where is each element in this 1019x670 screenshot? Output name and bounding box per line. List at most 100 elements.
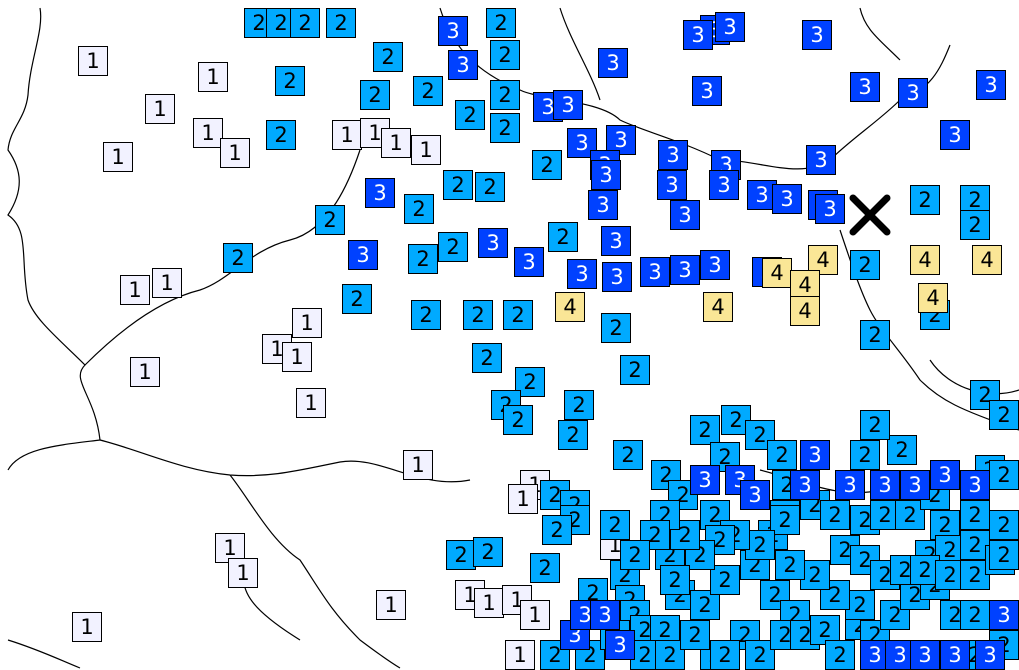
station-marker-intensity-2[interactable]: 2 bbox=[408, 244, 438, 274]
station-marker-intensity-2[interactable]: 2 bbox=[564, 390, 594, 420]
station-marker-intensity-1[interactable]: 1 bbox=[193, 118, 223, 148]
station-marker-intensity-4[interactable]: 4 bbox=[555, 292, 585, 322]
station-marker-intensity-3[interactable]: 3 bbox=[870, 470, 900, 500]
station-marker-intensity-2[interactable]: 2 bbox=[680, 620, 710, 650]
station-marker-intensity-3[interactable]: 3 bbox=[802, 20, 832, 50]
station-marker-intensity-3[interactable]: 3 bbox=[601, 226, 631, 256]
station-marker-intensity-2[interactable]: 2 bbox=[860, 320, 890, 350]
station-marker-intensity-2[interactable]: 2 bbox=[490, 80, 520, 110]
station-marker-intensity-4[interactable]: 4 bbox=[918, 283, 948, 313]
station-marker-intensity-4[interactable]: 4 bbox=[972, 245, 1002, 275]
station-marker-intensity-2[interactable]: 2 bbox=[690, 590, 720, 620]
station-marker-intensity-2[interactable]: 2 bbox=[790, 620, 820, 650]
station-marker-intensity-2[interactable]: 2 bbox=[275, 66, 305, 96]
station-marker-intensity-1[interactable]: 1 bbox=[145, 94, 175, 124]
station-marker-intensity-1[interactable]: 1 bbox=[505, 640, 535, 670]
station-marker-intensity-2[interactable]: 2 bbox=[542, 515, 572, 545]
station-marker-intensity-4[interactable]: 4 bbox=[790, 296, 820, 326]
station-marker-intensity-3[interactable]: 3 bbox=[700, 250, 730, 280]
station-marker-intensity-1[interactable]: 1 bbox=[220, 138, 250, 168]
station-marker-intensity-1[interactable]: 1 bbox=[332, 120, 362, 150]
station-marker-intensity-2[interactable]: 2 bbox=[660, 565, 690, 595]
station-marker-intensity-2[interactable]: 2 bbox=[315, 205, 345, 235]
station-marker-intensity-3[interactable]: 3 bbox=[772, 184, 802, 214]
station-marker-intensity-4[interactable]: 4 bbox=[762, 258, 792, 288]
station-marker-intensity-2[interactable]: 2 bbox=[290, 8, 320, 38]
station-marker-intensity-2[interactable]: 2 bbox=[373, 42, 403, 72]
station-marker-intensity-3[interactable]: 3 bbox=[900, 470, 930, 500]
station-marker-intensity-2[interactable]: 2 bbox=[820, 580, 850, 610]
station-marker-intensity-3[interactable]: 3 bbox=[898, 78, 928, 108]
station-marker-intensity-3[interactable]: 3 bbox=[835, 470, 865, 500]
station-marker-intensity-3[interactable]: 3 bbox=[790, 470, 820, 500]
station-marker-intensity-3[interactable]: 3 bbox=[365, 178, 395, 208]
station-marker-intensity-1[interactable]: 1 bbox=[198, 62, 228, 92]
station-marker-intensity-2[interactable]: 2 bbox=[745, 420, 775, 450]
station-marker-intensity-3[interactable]: 3 bbox=[850, 72, 880, 102]
station-marker-intensity-3[interactable]: 3 bbox=[715, 12, 745, 42]
station-marker-intensity-2[interactable]: 2 bbox=[690, 415, 720, 445]
station-marker-intensity-2[interactable]: 2 bbox=[486, 8, 516, 38]
station-marker-intensity-1[interactable]: 1 bbox=[474, 588, 504, 618]
station-marker-intensity-3[interactable]: 3 bbox=[800, 440, 830, 470]
station-marker-intensity-2[interactable]: 2 bbox=[989, 460, 1019, 490]
station-marker-intensity-3[interactable]: 3 bbox=[567, 259, 597, 289]
station-marker-intensity-3[interactable]: 3 bbox=[960, 470, 990, 500]
station-marker-intensity-1[interactable]: 1 bbox=[228, 558, 258, 588]
station-marker-intensity-3[interactable]: 3 bbox=[806, 145, 836, 175]
station-marker-intensity-3[interactable]: 3 bbox=[598, 48, 628, 78]
station-marker-intensity-3[interactable]: 3 bbox=[670, 200, 700, 230]
station-marker-intensity-2[interactable]: 2 bbox=[820, 500, 850, 530]
station-marker-intensity-1[interactable]: 1 bbox=[376, 590, 406, 620]
station-marker-intensity-3[interactable]: 3 bbox=[989, 600, 1019, 630]
station-marker-intensity-3[interactable]: 3 bbox=[657, 170, 687, 200]
station-marker-intensity-2[interactable]: 2 bbox=[530, 553, 560, 583]
station-marker-intensity-2[interactable]: 2 bbox=[800, 560, 830, 590]
station-marker-intensity-2[interactable]: 2 bbox=[342, 284, 372, 314]
station-marker-intensity-1[interactable]: 1 bbox=[520, 600, 550, 630]
station-marker-intensity-1[interactable]: 1 bbox=[282, 342, 312, 372]
station-marker-intensity-3[interactable]: 3 bbox=[683, 20, 713, 50]
station-marker-intensity-3[interactable]: 3 bbox=[590, 600, 620, 630]
station-marker-intensity-2[interactable]: 2 bbox=[532, 150, 562, 180]
station-marker-intensity-2[interactable]: 2 bbox=[601, 313, 631, 343]
station-marker-intensity-3[interactable]: 3 bbox=[514, 247, 544, 277]
station-marker-intensity-3[interactable]: 3 bbox=[930, 460, 960, 490]
station-marker-intensity-3[interactable]: 3 bbox=[692, 76, 722, 106]
station-marker-intensity-2[interactable]: 2 bbox=[860, 410, 890, 440]
station-marker-intensity-1[interactable]: 1 bbox=[72, 612, 102, 642]
station-marker-intensity-2[interactable]: 2 bbox=[540, 640, 570, 670]
station-marker-intensity-4[interactable]: 4 bbox=[790, 270, 820, 300]
station-marker-intensity-2[interactable]: 2 bbox=[326, 8, 356, 38]
station-marker-intensity-2[interactable]: 2 bbox=[887, 435, 917, 465]
station-marker-intensity-1[interactable]: 1 bbox=[103, 142, 133, 172]
station-marker-intensity-2[interactable]: 2 bbox=[600, 510, 630, 540]
station-marker-intensity-2[interactable]: 2 bbox=[775, 550, 805, 580]
station-marker-intensity-2[interactable]: 2 bbox=[825, 640, 855, 670]
station-marker-intensity-2[interactable]: 2 bbox=[770, 505, 800, 535]
station-marker-intensity-3[interactable]: 3 bbox=[553, 90, 583, 120]
station-marker-intensity-1[interactable]: 1 bbox=[292, 308, 322, 338]
station-marker-intensity-2[interactable]: 2 bbox=[620, 540, 650, 570]
station-marker-intensity-2[interactable]: 2 bbox=[503, 300, 533, 330]
station-marker-intensity-2[interactable]: 2 bbox=[558, 420, 588, 450]
station-marker-intensity-2[interactable]: 2 bbox=[651, 460, 681, 490]
station-marker-intensity-3[interactable]: 3 bbox=[640, 257, 670, 287]
station-marker-intensity-1[interactable]: 1 bbox=[296, 388, 326, 418]
station-marker-intensity-3[interactable]: 3 bbox=[976, 70, 1006, 100]
station-marker-intensity-2[interactable]: 2 bbox=[223, 243, 253, 273]
station-marker-intensity-2[interactable]: 2 bbox=[989, 540, 1019, 570]
station-marker-intensity-3[interactable]: 3 bbox=[709, 170, 739, 200]
station-marker-intensity-2[interactable]: 2 bbox=[640, 520, 670, 550]
station-marker-intensity-2[interactable]: 2 bbox=[767, 440, 797, 470]
station-marker-intensity-2[interactable]: 2 bbox=[960, 600, 990, 630]
station-marker-intensity-2[interactable]: 2 bbox=[989, 510, 1019, 540]
station-marker-intensity-2[interactable]: 2 bbox=[710, 640, 740, 670]
station-marker-intensity-3[interactable]: 3 bbox=[940, 120, 970, 150]
station-marker-intensity-3[interactable]: 3 bbox=[940, 640, 970, 670]
station-marker-intensity-2[interactable]: 2 bbox=[613, 440, 643, 470]
station-marker-intensity-2[interactable]: 2 bbox=[443, 170, 473, 200]
station-marker-intensity-1[interactable]: 1 bbox=[508, 484, 538, 514]
station-marker-intensity-1[interactable]: 1 bbox=[411, 135, 441, 165]
